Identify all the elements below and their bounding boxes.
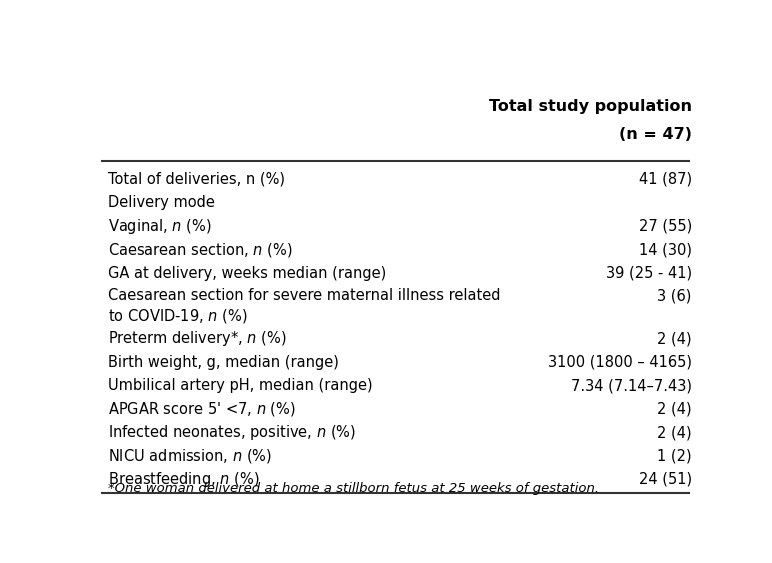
Text: 2 (4): 2 (4)	[657, 332, 692, 346]
Text: Caesarean section, $\mathit{n}$ (%): Caesarean section, $\mathit{n}$ (%)	[108, 240, 293, 258]
Text: NICU admission, $\mathit{n}$ (%): NICU admission, $\mathit{n}$ (%)	[108, 447, 273, 465]
Text: 24 (51): 24 (51)	[638, 472, 692, 487]
Text: Birth weight, g, median (range): Birth weight, g, median (range)	[108, 355, 340, 370]
Text: 2 (4): 2 (4)	[657, 401, 692, 417]
Text: Umbilical artery pH, median (range): Umbilical artery pH, median (range)	[108, 378, 373, 394]
Text: 14 (30): 14 (30)	[638, 242, 692, 257]
Text: APGAR score 5' <7, $\mathit{n}$ (%): APGAR score 5' <7, $\mathit{n}$ (%)	[108, 400, 296, 418]
Text: Preterm delivery*, $\mathit{n}$ (%): Preterm delivery*, $\mathit{n}$ (%)	[108, 329, 287, 348]
Text: Infected neonates, positive, $\mathit{n}$ (%): Infected neonates, positive, $\mathit{n}…	[108, 423, 357, 442]
Text: 39 (25 - 41): 39 (25 - 41)	[606, 266, 692, 280]
Text: 2 (4): 2 (4)	[657, 425, 692, 440]
Text: Breastfeeding, $\mathit{n}$ (%): Breastfeeding, $\mathit{n}$ (%)	[108, 470, 260, 489]
Text: 3 (6): 3 (6)	[658, 288, 692, 303]
Text: Total study population: Total study population	[489, 99, 692, 114]
Text: to COVID-19, $\mathit{n}$ (%): to COVID-19, $\mathit{n}$ (%)	[108, 307, 248, 325]
Text: Total of deliveries, n (%): Total of deliveries, n (%)	[108, 172, 286, 187]
Text: Vaginal, $\mathit{n}$ (%): Vaginal, $\mathit{n}$ (%)	[108, 217, 212, 236]
Text: Caesarean section for severe maternal illness related: Caesarean section for severe maternal il…	[108, 288, 501, 303]
Text: 27 (55): 27 (55)	[638, 218, 692, 234]
Text: GA at delivery, weeks median (range): GA at delivery, weeks median (range)	[108, 266, 387, 280]
Text: Delivery mode: Delivery mode	[108, 195, 215, 211]
Text: 7.34 (7.14–7.43): 7.34 (7.14–7.43)	[571, 378, 692, 394]
Text: 3100 (1800 – 4165): 3100 (1800 – 4165)	[548, 355, 692, 370]
Text: *One woman delivered at home a stillborn fetus at 25 weeks of gestation.: *One woman delivered at home a stillborn…	[108, 482, 600, 495]
Text: 41 (87): 41 (87)	[638, 172, 692, 187]
Text: (n = 47): (n = 47)	[619, 127, 692, 142]
Text: 1 (2): 1 (2)	[657, 449, 692, 463]
